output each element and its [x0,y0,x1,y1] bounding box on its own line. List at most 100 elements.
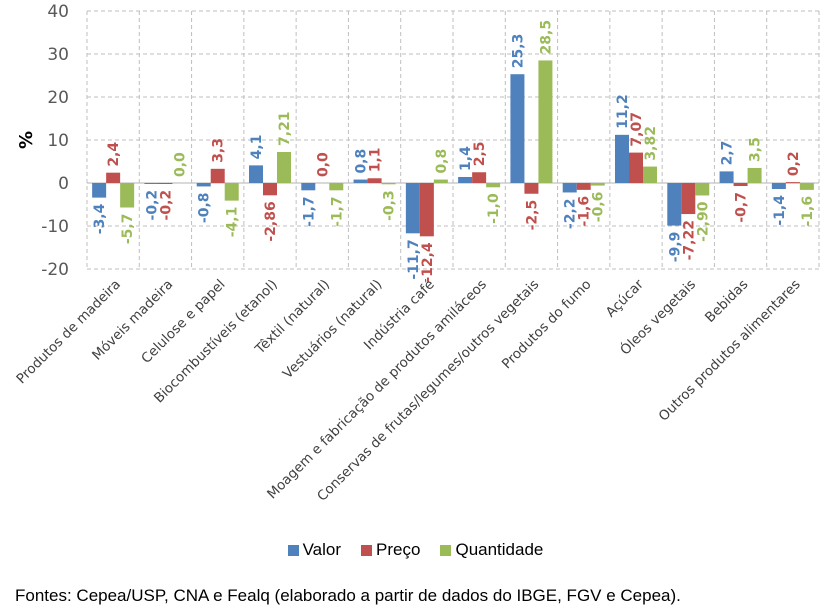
legend-label: Quantidade [455,540,544,559]
bar-quantidade [538,60,553,184]
bar-preço [733,183,748,187]
legend-swatch [287,545,299,557]
bar-quantidade [120,183,135,208]
data-label: -3,4 [92,203,108,234]
bar-quantidade [381,183,396,185]
category-label: Produtos do fumo [499,277,595,373]
y-tick-label: -20 [41,260,69,280]
data-label: 0,2 [786,151,802,176]
bar-quantidade [799,183,814,190]
data-labels: -3,4 -0,2 -0,8 4,1 -1,7 0,8 -11,7 1,4 25,3 -2,2 11… [92,20,816,283]
data-label: -0,3 [382,190,398,221]
legend-label: Valor [302,540,342,559]
category-label: Bebidas [702,277,751,326]
data-label: 25,3 [510,34,526,69]
data-label: -0,6 [591,192,607,223]
y-tick-label: 30 [47,45,69,65]
y-axis-label: % [16,131,37,149]
bar-preço [576,183,591,190]
data-label: -12,4 [420,242,436,283]
data-label: -1,7 [301,196,317,227]
data-label: -0,2 [144,190,160,221]
bar-quantidade [747,167,762,183]
bar-quantidade [224,183,239,201]
legend-label: Preço [376,540,421,559]
bar-valor [510,74,525,183]
data-label: 0,0 [315,152,331,177]
bar-preço [367,178,382,183]
bar-quantidade [329,183,344,191]
bar-quantidade [277,151,291,183]
data-label: 4,1 [249,135,265,160]
data-label: 28,5 [538,20,554,55]
bar-valor [562,183,577,193]
bar-quantidade [695,183,710,196]
data-label: 11,2 [615,94,631,129]
bar-preço [158,183,173,184]
bar-valor [353,179,368,183]
legend-item-valor: Valor [287,540,342,560]
data-label: 1,4 [458,146,474,171]
data-label: 2,5 [472,141,488,166]
data-label: -1,4 [772,195,788,226]
category-label: Produtos de madeira [13,277,124,388]
bar-valor [144,183,159,184]
data-label: -1,6 [577,196,593,227]
y-tick-label: 0 [58,174,69,194]
bar-valor [405,183,420,234]
bars [92,60,814,237]
bar-valor [301,183,316,191]
legend-item-quantidade: Quantidade [440,540,543,560]
data-label: -0,2 [158,190,174,221]
data-label: -1,7 [329,196,345,227]
legend: Valor Preço Quantidade [0,540,831,560]
bar-preço [419,183,434,237]
y-tick-label: 40 [47,2,69,22]
data-label: -1,6 [800,196,816,227]
bar-quantidade [643,166,657,183]
data-label: -4,1 [225,207,241,238]
y-axis-ticks: -20 -10 0 10 20 30 40 [41,2,69,280]
bar-valor [615,134,629,183]
data-label: 3,5 [748,137,764,162]
data-label: -5,7 [120,214,136,245]
bar-preço [785,182,800,184]
data-label: -0,8 [197,192,213,223]
bar-valor [458,176,473,183]
bar-valor [196,183,211,187]
legend-swatch [361,545,373,557]
data-label: 7,07 [629,112,645,147]
data-label: -2,90 [695,201,711,242]
bar-quantidade [433,179,448,183]
bar-preço [472,172,487,183]
source-note: Fontes: Cepea/USP, CNA e Fealq (elaborad… [15,586,681,605]
data-label: 2,4 [106,142,122,167]
bar-preço [681,183,696,215]
data-label: -0,7 [734,192,750,223]
data-label: -1,0 [486,193,502,224]
y-tick-label: -10 [41,217,69,237]
legend-item-preço: Preço [361,540,420,560]
data-label: 0,8 [354,149,370,174]
data-label: 3,3 [211,138,227,163]
bar-preço [629,152,643,183]
bar-valor [719,171,734,183]
category-label: Vestuários (natural) [280,277,386,383]
bar-quantidade [486,183,501,188]
data-label: -2,86 [263,201,279,241]
legend-swatch [440,545,452,557]
data-label: 0,8 [434,149,450,174]
bar-valor [667,183,682,226]
bar-preço [210,168,225,183]
bar-valor [771,183,786,190]
data-label: 7,21 [277,111,293,146]
data-label: 1,1 [368,147,384,172]
category-label: Açúcar [603,276,647,320]
data-label: 2,7 [720,141,736,166]
y-tick-label: 20 [47,88,69,108]
data-label: 0,0 [172,152,188,177]
bar-valor [92,183,107,198]
bar-chart: -20 -10 0 10 20 30 40 % -3,4 -0,2 -0,8 4,1 -1,7 0,8… [13,2,820,505]
bar-quantidade [590,183,605,186]
